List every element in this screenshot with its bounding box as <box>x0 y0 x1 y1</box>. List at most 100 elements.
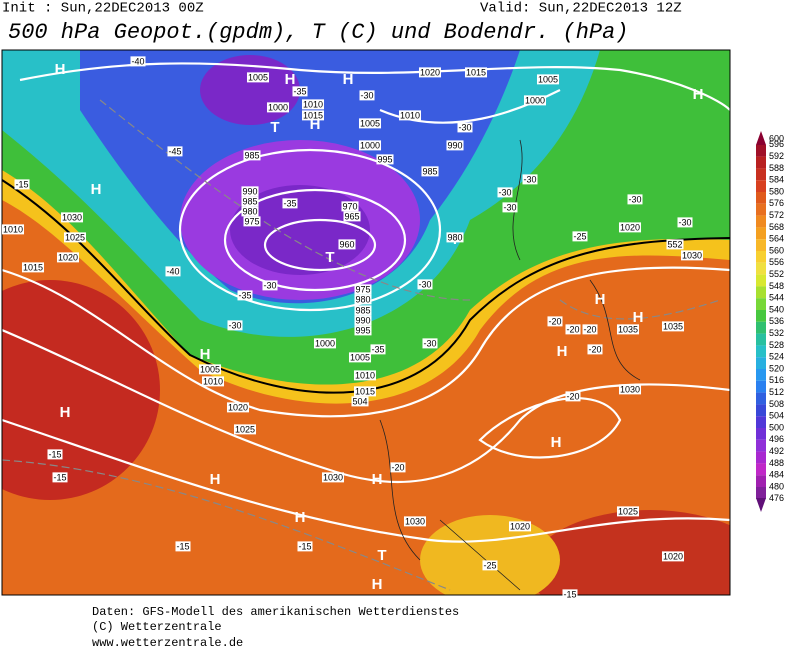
label-bg <box>321 472 345 483</box>
pressure-center: H <box>595 291 606 308</box>
contour-label: 985 <box>244 150 259 160</box>
label-bg <box>422 338 438 349</box>
colorbar-label: 496 <box>769 434 784 444</box>
colorbar-swatch <box>756 251 766 263</box>
pressure-center: H <box>633 309 644 326</box>
contour-label: -30 <box>503 202 516 212</box>
colorbar-label: 592 <box>769 151 784 161</box>
colorbar-label: 476 <box>769 493 784 503</box>
pressure-center: T <box>325 249 334 266</box>
colorbar-swatch <box>756 404 766 417</box>
valid-time: Valid: Sun,22DEC2013 12Z <box>480 1 682 17</box>
label-bg <box>282 198 298 209</box>
colorbar-label: 524 <box>769 352 784 362</box>
label-bg <box>582 324 598 335</box>
label-bg <box>502 202 518 213</box>
contour-label: -30 <box>418 279 431 289</box>
label-bg <box>353 386 377 397</box>
contour-label: 990 <box>447 140 462 150</box>
contour-label: 980 <box>242 206 257 216</box>
label-bg <box>359 90 375 101</box>
colorbar-swatch <box>756 227 766 240</box>
colorbar-swatch <box>756 168 766 181</box>
contour-label: -15 <box>48 449 61 459</box>
label-bg <box>243 216 261 227</box>
colorbar-swatch <box>756 451 766 464</box>
label-bg <box>446 232 464 243</box>
contour-label: 1020 <box>510 521 530 531</box>
contour-label: 1005 <box>360 118 380 128</box>
label-bg <box>301 110 325 121</box>
label-bg <box>297 541 313 552</box>
contour-label: 1020 <box>228 402 248 412</box>
label-bg <box>403 516 427 527</box>
contour-label: 504 <box>352 396 367 406</box>
colorbar-label: 564 <box>769 234 784 244</box>
pressure-center: H <box>693 86 704 103</box>
colorbar-label: 560 <box>769 245 784 255</box>
colorbar-label: 580 <box>769 186 784 196</box>
label-bg <box>198 364 222 375</box>
contour-label: 1030 <box>682 250 702 260</box>
contour-label: -25 <box>573 231 586 241</box>
label-bg <box>508 521 532 532</box>
contour-label: -30 <box>458 122 471 132</box>
label-bg <box>227 320 243 331</box>
map-frame <box>1 49 731 596</box>
label-bg <box>354 305 372 316</box>
contour-label: 990 <box>242 186 257 196</box>
contour-label: 1030 <box>62 212 82 222</box>
colorbar-label: 540 <box>769 304 784 314</box>
contour-label: 1010 <box>303 99 323 109</box>
colorbar-label: 520 <box>769 363 784 373</box>
colorbar-swatch <box>756 333 766 346</box>
contour-label: -40 <box>166 266 179 276</box>
pressure-center: T <box>270 119 279 136</box>
contour-label: 1025 <box>235 424 255 434</box>
contour-label: 980 <box>355 294 370 304</box>
label-bg <box>421 166 439 177</box>
label-bg <box>338 239 356 250</box>
label-bg <box>354 325 372 336</box>
contour-label: 1025 <box>618 506 638 516</box>
pressure-center: T <box>377 547 386 564</box>
footer-line: (C) Wetterzentrale <box>92 620 222 634</box>
contour-label: 1000 <box>360 140 380 150</box>
contour-label: 1010 <box>3 224 23 234</box>
footer-line: Daten: GFS-Modell des amerikanischen Wet… <box>92 605 459 619</box>
colorbar-label: 532 <box>769 328 784 338</box>
label-bg <box>354 315 372 326</box>
label-bg <box>14 179 30 190</box>
colorbar-swatch <box>756 357 766 369</box>
contour-label: 1030 <box>323 472 343 482</box>
label-bg <box>358 140 382 151</box>
pressure-center: H <box>372 576 383 593</box>
contour-label: -45 <box>168 146 181 156</box>
contour-label: -20 <box>566 391 579 401</box>
colorbar-swatch <box>756 203 766 216</box>
contour-label: 1000 <box>525 95 545 105</box>
colorbar-swatch <box>756 487 766 499</box>
colorbar-swatch <box>756 380 766 393</box>
contour-label: -35 <box>293 86 306 96</box>
colorbar-swatch <box>756 475 766 487</box>
contour-label: -20 <box>391 462 404 472</box>
label-bg <box>482 560 498 571</box>
label-bg <box>523 95 547 106</box>
label-bg <box>241 196 259 207</box>
contour-label: -15 <box>298 541 311 551</box>
contour-label: -30 <box>228 320 241 330</box>
colorbar-label: 528 <box>769 340 784 350</box>
colorbar-label: 572 <box>769 210 784 220</box>
contour-label: 990 <box>355 315 370 325</box>
colorbar-swatch <box>756 262 766 275</box>
contour-label: 995 <box>377 154 392 164</box>
label-bg <box>677 217 693 228</box>
contour-label: 970 <box>342 201 357 211</box>
contour-label: 960 <box>339 239 354 249</box>
pressure-center: H <box>310 116 321 133</box>
contour-label: 975 <box>355 284 370 294</box>
contour-label: 985 <box>355 305 370 315</box>
contour-label: 1020 <box>58 252 78 262</box>
